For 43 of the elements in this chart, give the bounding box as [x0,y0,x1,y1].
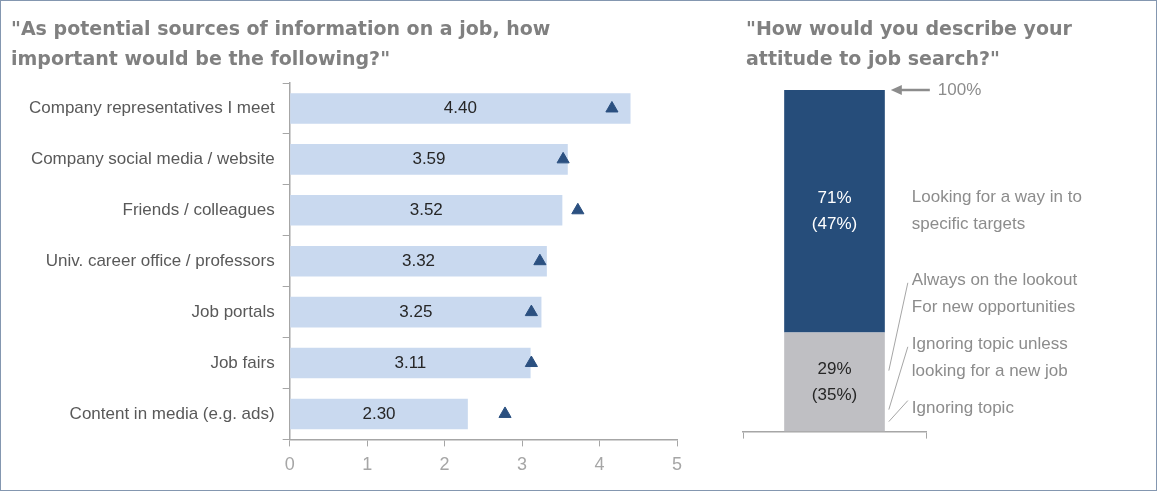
x-tick-label: 0 [284,454,295,475]
chart-title: "As potential sources of information on a job, how important would be the following?" [11,16,552,71]
bar [290,398,468,430]
point [571,202,585,215]
data-label: 3.32 [401,250,436,270]
text: Ignoring topic unless looking for a new job [911,333,1068,380]
point [556,151,570,164]
data-label: 3.52 [409,199,443,219]
data-label: 3.59 [412,149,446,169]
y-tick-label: Job fairs [210,352,275,372]
series-label: Looking for a way in to specific targets [911,187,1082,234]
point [533,253,547,266]
point [498,406,512,418]
text: Ignoring topic [911,397,1015,417]
x-tick-label: 5 [671,454,683,475]
data-label: 29% (35%) [811,358,858,404]
data-label: 2.30 [362,403,396,423]
y-tick-label: Company social media / website [30,149,275,169]
bar [290,245,547,277]
x-tick-label: 4 [594,454,605,475]
point [605,100,619,113]
y-tick-label: Job portals [191,301,275,321]
text: 100% [937,79,982,99]
x-tick-label: 3 [517,454,528,475]
bar [290,144,568,175]
data-label: 4.40 [443,98,477,118]
y-tick-label: Company representatives I meet [29,98,275,118]
point [524,355,538,368]
y-tick-label: Content in media (e.g. ads) [69,403,275,423]
x-tick-label: 1 [362,454,373,475]
data-label: 3.25 [399,301,433,321]
bar [290,195,563,226]
x-tick-label: 2 [439,454,450,475]
bar [290,93,631,124]
chart-title: "How would you describe your attitude to job search?" [746,16,1073,71]
data-label: 3.11 [394,352,427,372]
data-label: 71% (47%) [811,187,858,233]
y-tick-label: Friends / colleagues [122,199,275,219]
bar [290,347,531,379]
y-tick-label: Univ. career office / professors [45,250,275,270]
point [524,304,538,317]
text: Always on the lookout For new opportunities [911,269,1078,316]
bar [290,296,542,328]
